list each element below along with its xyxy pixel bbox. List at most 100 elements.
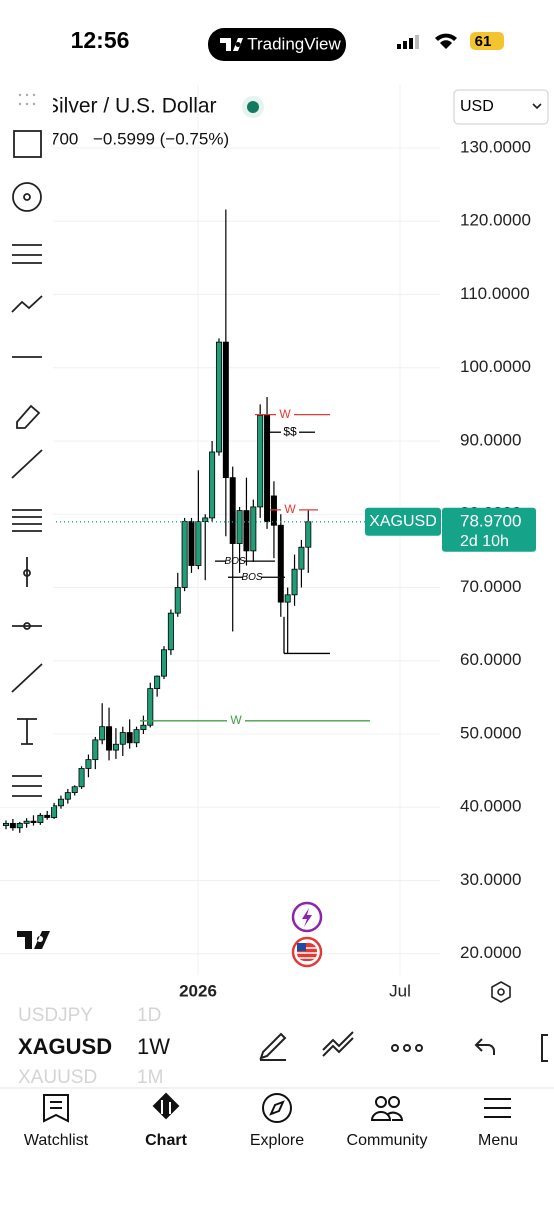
- candle-body: [195, 521, 202, 566]
- currency: USD: [460, 98, 494, 115]
- candle-body: [154, 675, 161, 689]
- bolt: [302, 908, 312, 927]
- indicators-button[interactable]: [322, 1031, 354, 1057]
- last-price-fragment: 700: [50, 129, 78, 148]
- candle-body: [57, 798, 64, 807]
- symbol-tag: [365, 507, 441, 536]
- candle-body: [161, 649, 168, 677]
- prev-interval[interactable]: 1D: [137, 1005, 161, 1026]
- candle-body: [23, 820, 30, 824]
- candle-body: [78, 768, 85, 788]
- settings-icon[interactable]: [491, 981, 511, 1003]
- candle-body: [99, 726, 106, 741]
- tool-segment[interactable]: [11, 663, 43, 693]
- candle-body: [71, 786, 78, 794]
- chart-icon[interactable]: [152, 1092, 180, 1120]
- candle-body: [140, 724, 147, 731]
- nav-label[interactable]: Menu: [478, 1132, 518, 1149]
- x-tick-label: 2026: [179, 981, 217, 1000]
- undo-button[interactable]: [474, 1038, 495, 1055]
- tool-fib[interactable]: [12, 244, 42, 264]
- candle-body: [298, 546, 305, 570]
- y-tick-label: 60.0000: [460, 650, 521, 669]
- candle-body: [112, 743, 119, 751]
- price-tag-value: 78.9700: [460, 511, 521, 530]
- draw-button[interactable]: [259, 1032, 287, 1061]
- price-tag: [442, 507, 536, 552]
- candle-body: [188, 521, 195, 566]
- annotation-label: W: [230, 713, 242, 727]
- candle-body: [106, 726, 113, 751]
- tool-path[interactable]: [11, 295, 43, 313]
- nav-label[interactable]: Community: [347, 1132, 428, 1149]
- candle-body: [250, 506, 257, 552]
- current-symbol[interactable]: XAGUSD: [18, 1034, 112, 1059]
- y-tick-label: 120.0000: [460, 211, 531, 230]
- nav-label[interactable]: Explore: [250, 1132, 304, 1149]
- candle-body: [215, 341, 222, 453]
- tool-text[interactable]: [17, 718, 37, 745]
- flag: [297, 943, 317, 961]
- fade: [112, 1000, 120, 1088]
- candle-body: [30, 820, 37, 824]
- candle-body: [174, 587, 181, 614]
- wifi-icon: [435, 33, 457, 49]
- candle-body: [51, 805, 58, 818]
- candle-body: [64, 792, 71, 800]
- candle-body: [236, 510, 243, 544]
- candle-body: [119, 732, 126, 745]
- tool-lines[interactable]: [12, 509, 42, 532]
- prev-symbol[interactable]: USDJPY: [18, 1005, 93, 1026]
- market-dot: [247, 101, 259, 113]
- next-interval[interactable]: 1M: [137, 1067, 163, 1088]
- candle-body: [92, 739, 99, 761]
- candle-body: [37, 814, 44, 824]
- candle-body: [264, 414, 271, 522]
- battery: [470, 32, 504, 50]
- y-tick-label: 30.0000: [460, 870, 521, 889]
- app-logo: [220, 38, 243, 51]
- candle-body: [209, 451, 216, 519]
- x-tick-label: Jul: [389, 981, 411, 1000]
- candle-body: [222, 341, 229, 479]
- battery-level: 61: [475, 33, 492, 50]
- tool-trend[interactable]: [11, 449, 43, 479]
- tool-more[interactable]: [12, 775, 42, 797]
- candle-body: [167, 612, 174, 651]
- annotation-label: BOS: [241, 572, 262, 583]
- next-symbol[interactable]: XAUUSD: [18, 1067, 97, 1088]
- status-time: 12:56: [71, 27, 130, 53]
- candle-body: [291, 568, 298, 596]
- candle-body: [181, 521, 188, 588]
- chevron: [532, 103, 542, 110]
- candle-body: [3, 822, 9, 826]
- nav-label[interactable]: Watchlist: [24, 1132, 89, 1149]
- candle-body: [147, 688, 154, 726]
- candle-body: [243, 510, 250, 552]
- tool-circle[interactable]: [12, 182, 42, 212]
- fullscreen-button[interactable]: [541, 1034, 548, 1062]
- symbol-tag-text: XAGUSD: [369, 513, 437, 530]
- candle-body: [229, 477, 236, 544]
- y-tick-label: 130.0000: [460, 137, 531, 156]
- annotation-label: W: [279, 407, 291, 421]
- y-tick-label: 90.0000: [460, 430, 521, 449]
- explore-icon[interactable]: [262, 1093, 292, 1123]
- y-tick-label: 100.0000: [460, 357, 531, 376]
- y-tick-label: 110.0000: [460, 284, 530, 303]
- annotation-label: W: [284, 502, 296, 516]
- signal-icon: [397, 35, 419, 49]
- tool-rect[interactable]: [13, 130, 42, 158]
- current-interval[interactable]: 1W: [137, 1034, 170, 1059]
- community-icon[interactable]: [370, 1096, 404, 1121]
- tool-eraser[interactable]: [16, 404, 41, 429]
- currency-select[interactable]: [453, 89, 549, 125]
- candle-body: [9, 822, 16, 829]
- menu-icon[interactable]: [484, 1098, 511, 1118]
- candle-body: [16, 822, 23, 829]
- watchlist-icon[interactable]: [43, 1094, 69, 1123]
- nav-label[interactable]: Chart: [145, 1132, 187, 1149]
- more-button[interactable]: [391, 1044, 423, 1052]
